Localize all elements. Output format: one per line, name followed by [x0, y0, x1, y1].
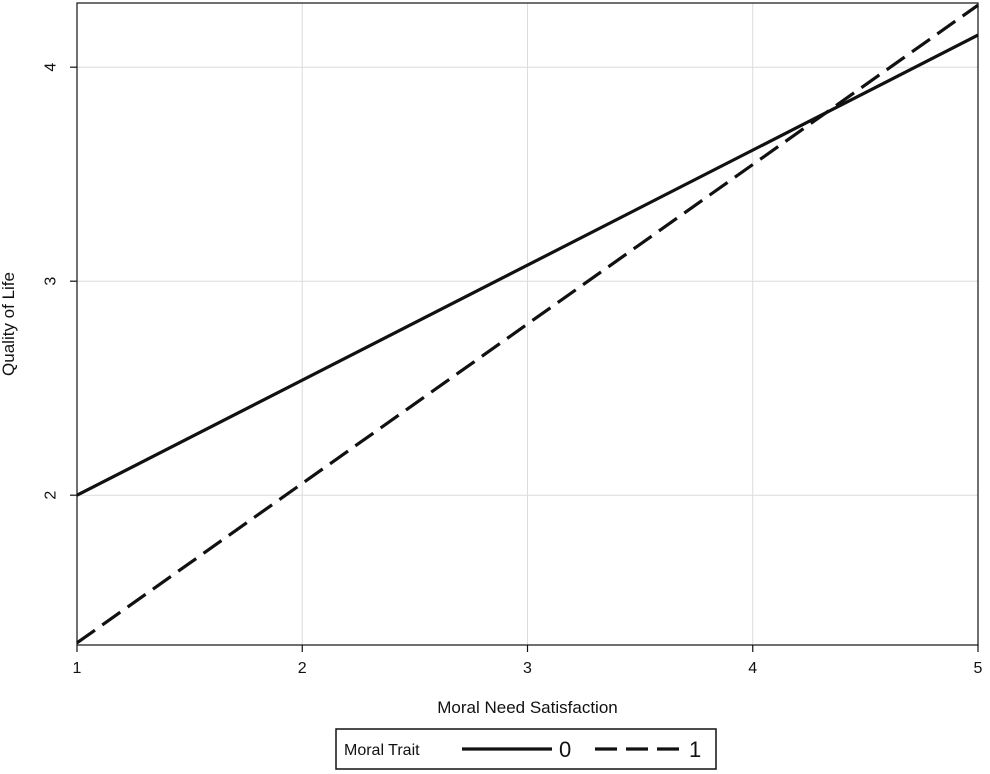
legend-label-0: 0 [559, 737, 571, 762]
x-tick-label: 5 [974, 660, 983, 677]
y-tick-label: 4 [43, 63, 60, 72]
x-tick-label: 3 [523, 660, 532, 677]
series-lines [76, 3, 979, 645]
x-tick-label: 4 [748, 660, 757, 677]
legend-title: Moral Trait [344, 742, 420, 759]
axis-ticks: 1 2 3 4 5 2 3 4 [43, 63, 983, 677]
x-tick-label: 2 [298, 660, 307, 677]
series-line-1 [76, 3, 979, 645]
y-axis-title: Quality of Life [0, 272, 18, 376]
y-tick-label: 2 [43, 491, 60, 500]
x-tick-label: 1 [73, 660, 82, 677]
legend-label-1: 1 [689, 737, 701, 762]
y-tick-label: 3 [43, 277, 60, 286]
x-axis-title: Moral Need Satisfaction [437, 698, 617, 717]
